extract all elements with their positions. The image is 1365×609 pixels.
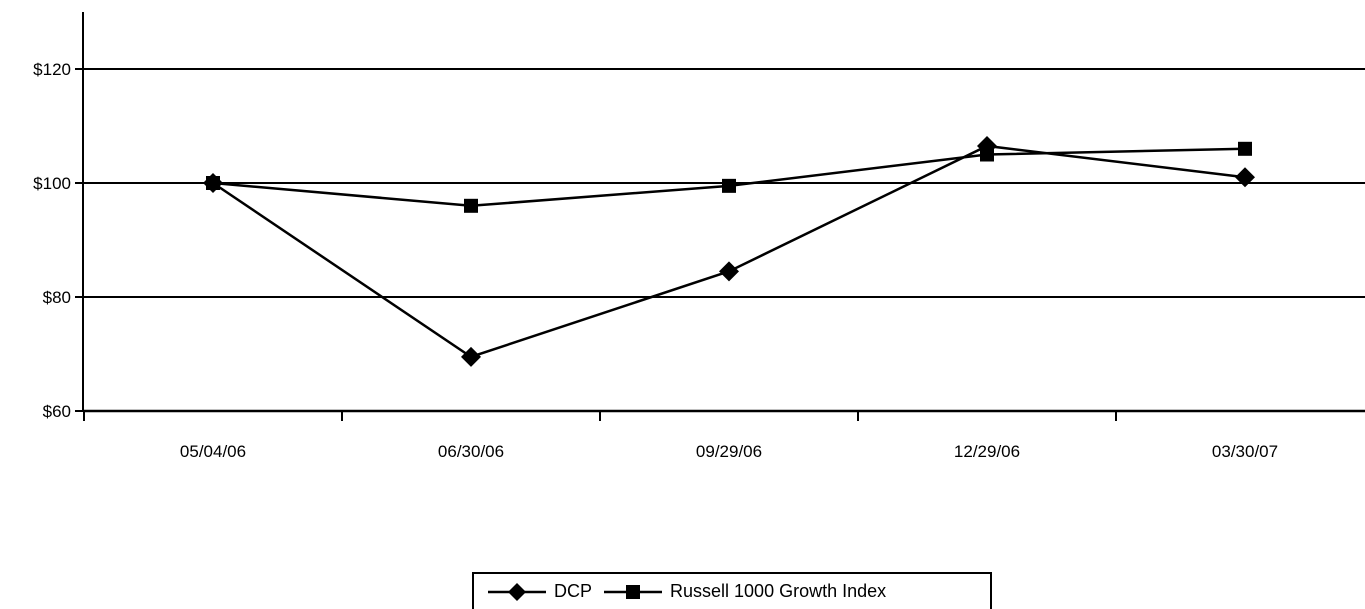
data-point-russell bbox=[1238, 141, 1252, 156]
diamond-marker-icon bbox=[488, 582, 546, 601]
data-point-russell bbox=[206, 176, 220, 190]
y-tick-label: $100 bbox=[33, 174, 71, 193]
y-tick-label: $80 bbox=[43, 288, 71, 307]
legend-item-dcp: DCP bbox=[486, 581, 592, 603]
data-point-russell bbox=[980, 147, 994, 162]
legend-item-russell: Russell 1000 Growth Index bbox=[602, 581, 886, 603]
data-point-russell bbox=[464, 198, 478, 213]
x-tick-label: 05/04/06 bbox=[180, 442, 246, 461]
y-tick-label: $120 bbox=[33, 60, 71, 79]
y-tick-label: $60 bbox=[43, 402, 71, 421]
x-axis-ticks: 05/04/06 06/30/06 09/29/06 12/29/06 03/30/07 bbox=[83, 411, 1278, 461]
data-point-dcp bbox=[1235, 167, 1255, 188]
y-axis-ticks: $60 $80 $100 $120 bbox=[33, 60, 83, 421]
data-point-dcp bbox=[461, 346, 481, 367]
x-tick-label: 03/30/07 bbox=[1212, 442, 1278, 461]
data-point-russell bbox=[722, 178, 736, 193]
legend: DCP Russell 1000 Growth Index bbox=[472, 572, 992, 609]
x-tick-label: 06/30/06 bbox=[438, 442, 504, 461]
x-tick-label: 12/29/06 bbox=[954, 442, 1020, 461]
series-line-dcp bbox=[212, 144, 1246, 359]
legend-label-dcp: DCP bbox=[554, 581, 593, 601]
series-group bbox=[203, 135, 1255, 367]
legend-label-russell: Russell 1000 Growth Index bbox=[670, 581, 887, 601]
square-marker-icon bbox=[604, 584, 663, 599]
x-tick-label: 09/29/06 bbox=[696, 442, 762, 461]
data-point-dcp bbox=[719, 261, 739, 282]
